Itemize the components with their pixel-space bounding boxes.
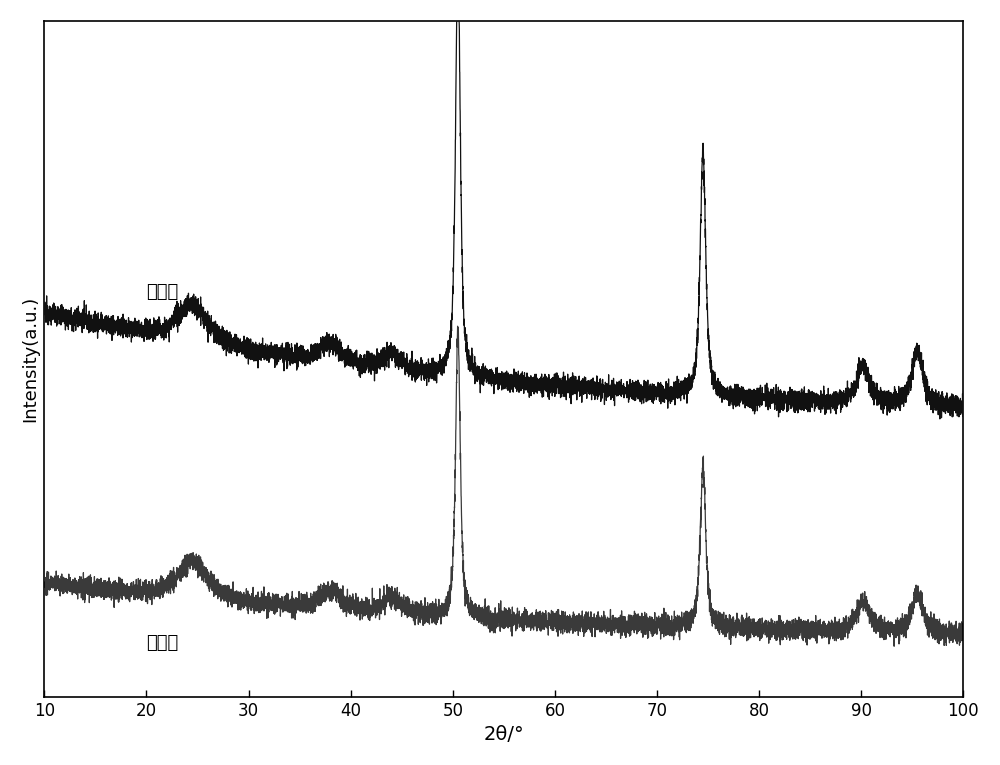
Y-axis label: Intensity(a.u.): Intensity(a.u.)	[21, 295, 39, 422]
Text: 测试后: 测试后	[146, 634, 179, 653]
Text: 测试前: 测试前	[146, 283, 179, 301]
X-axis label: 2θ/°: 2θ/°	[483, 725, 524, 744]
